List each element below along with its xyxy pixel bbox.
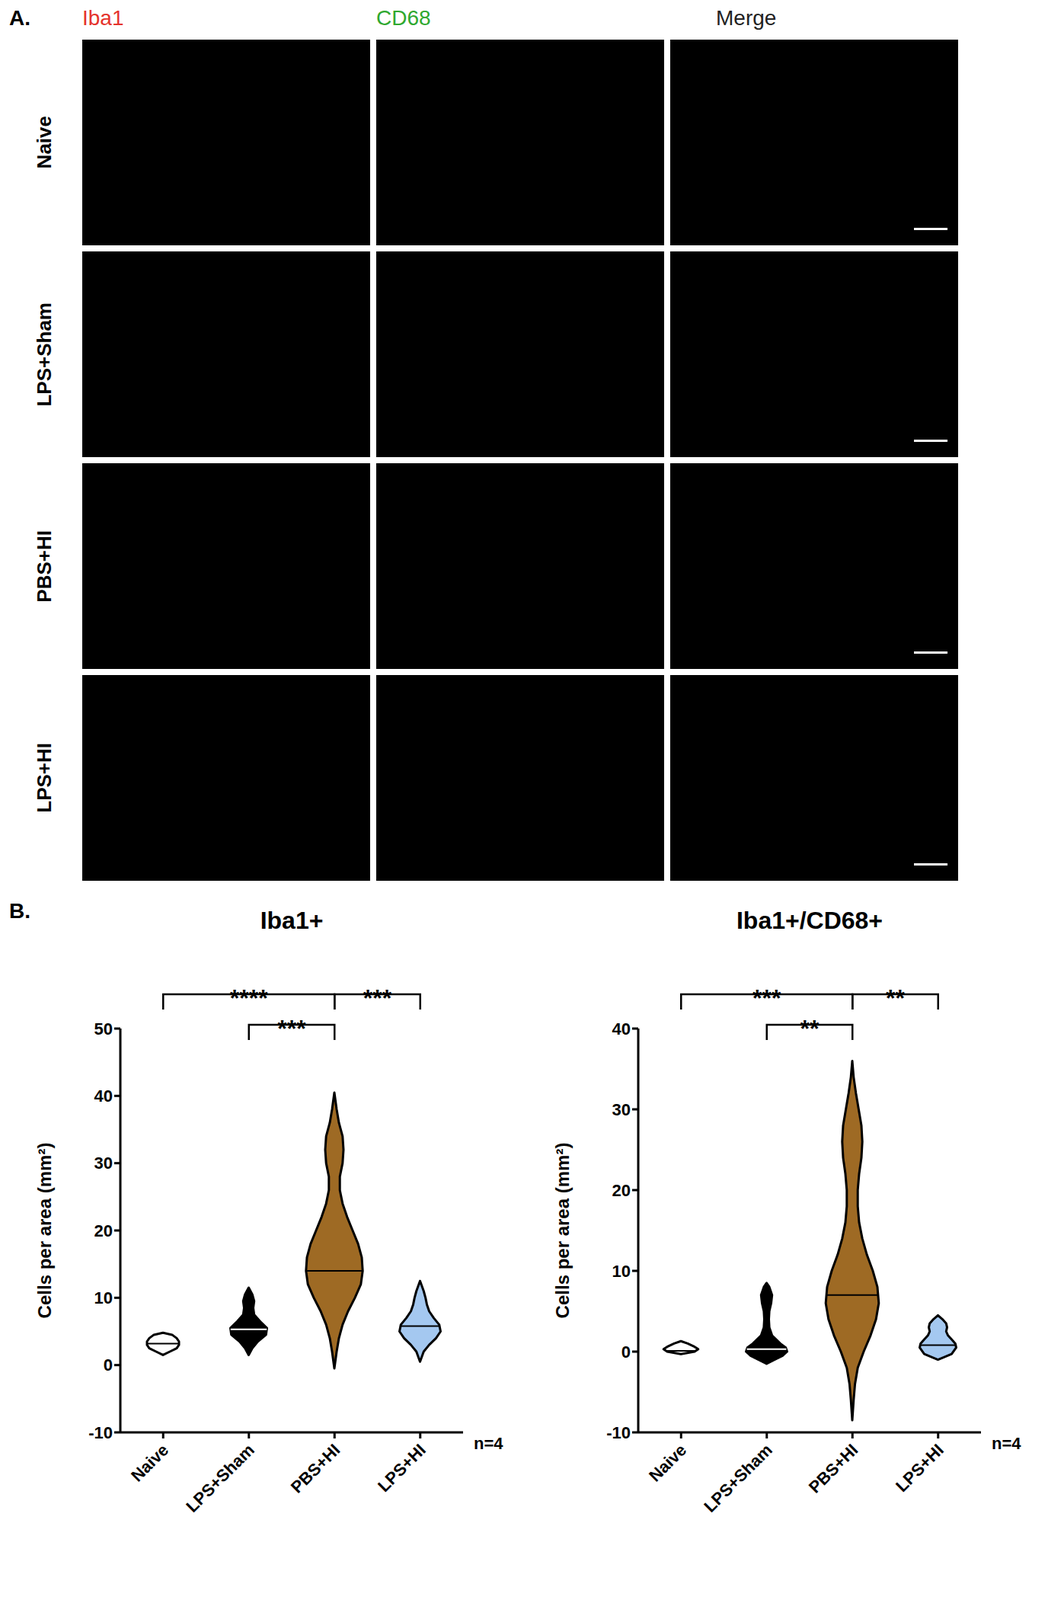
svg-text:Cells per area (mm²): Cells per area (mm²) <box>34 1142 55 1319</box>
svg-text:Naive: Naive <box>127 1439 173 1485</box>
svg-text:10: 10 <box>612 1261 631 1281</box>
svg-text:****: **** <box>230 984 269 1012</box>
html-text:A.: A. <box>9 6 31 30</box>
html-text:CD68: CD68 <box>376 6 431 30</box>
svg-text:10: 10 <box>94 1287 113 1307</box>
html-text:LPS+Sham: LPS+Sham <box>32 302 56 407</box>
svg-text:**: ** <box>800 1014 820 1042</box>
html-text:LPS+HI: LPS+HI <box>32 742 56 813</box>
svg-text:-10: -10 <box>606 1422 631 1442</box>
html-text:Iba1+: Iba1+ <box>260 906 324 934</box>
svg-text:***: *** <box>277 1014 307 1042</box>
svg-text:20: 20 <box>612 1180 631 1200</box>
svg-text:***: *** <box>363 984 393 1012</box>
html-text:n=4: n=4 <box>991 1433 1021 1453</box>
svg-text:**: ** <box>885 984 905 1012</box>
svg-text:30: 30 <box>94 1153 113 1173</box>
html-text:B.: B. <box>9 898 31 923</box>
html-text:n=4: n=4 <box>473 1433 504 1453</box>
html-text:Iba1+/CD68+: Iba1+/CD68+ <box>736 906 883 934</box>
svg-text:LPS+HI: LPS+HI <box>373 1439 430 1496</box>
html-text:Merge: Merge <box>715 6 777 30</box>
html-text:PBS+HI: PBS+HI <box>32 529 56 602</box>
svg-text:-10: -10 <box>88 1422 113 1442</box>
svg-text:LPS+HI: LPS+HI <box>891 1439 948 1496</box>
svg-text:0: 0 <box>103 1354 113 1374</box>
svg-text:30: 30 <box>612 1099 631 1119</box>
svg-text:LPS+Sham: LPS+Sham <box>699 1439 776 1515</box>
svg-text:0: 0 <box>621 1341 631 1362</box>
html-text:Iba1: Iba1 <box>82 6 124 30</box>
html-text:Naive: Naive <box>32 115 56 169</box>
svg-text:***: *** <box>752 984 782 1012</box>
svg-text:50: 50 <box>94 1019 113 1039</box>
svg-text:PBS+HI: PBS+HI <box>805 1439 862 1496</box>
svg-text:40: 40 <box>94 1086 113 1106</box>
svg-text:Cells per area (mm²): Cells per area (mm²) <box>552 1142 573 1319</box>
svg-text:LPS+Sham: LPS+Sham <box>182 1439 258 1515</box>
svg-text:PBS+HI: PBS+HI <box>287 1439 344 1496</box>
svg-text:40: 40 <box>612 1019 631 1039</box>
svg-text:20: 20 <box>94 1220 113 1240</box>
svg-text:Naive: Naive <box>645 1439 691 1485</box>
